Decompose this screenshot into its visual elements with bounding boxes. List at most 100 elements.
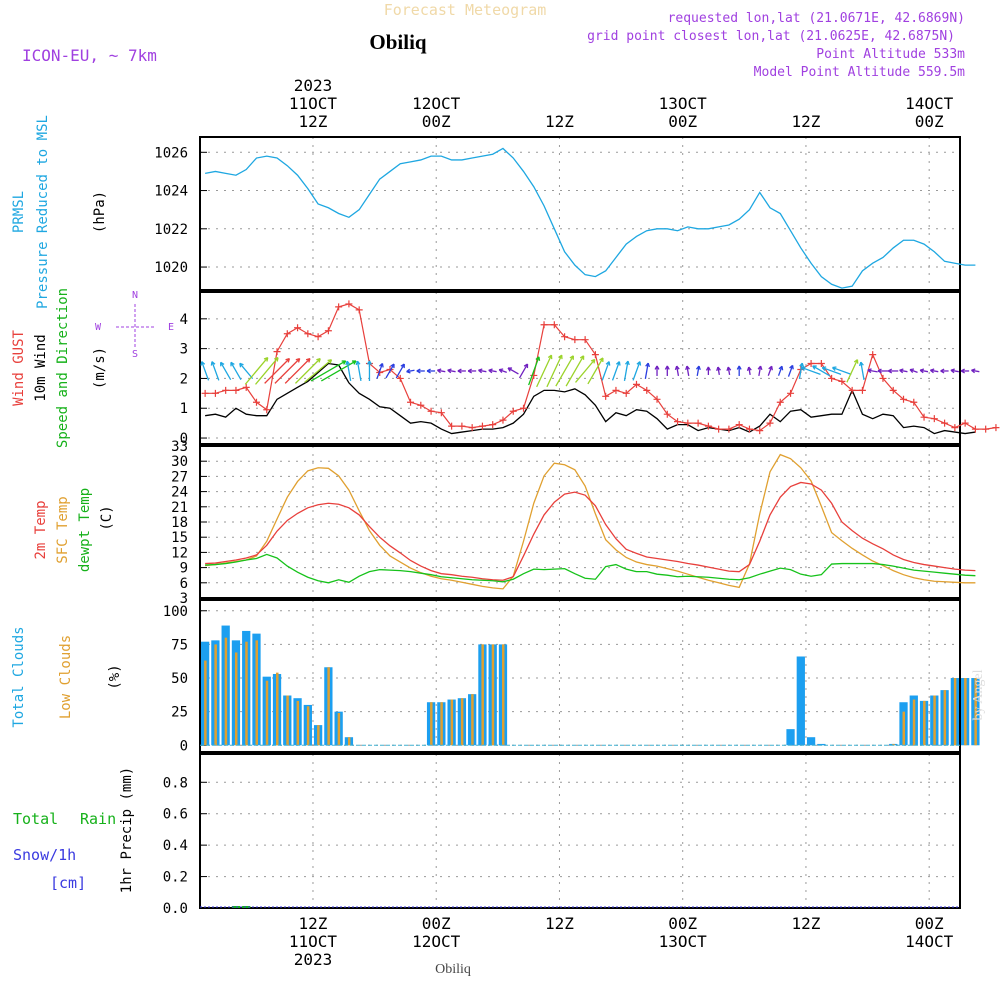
gust-marker (992, 424, 1000, 432)
wind-arrow-head (590, 358, 596, 364)
precip-total-label: Total (13, 810, 58, 828)
rain-bar (242, 906, 251, 908)
clouds-ytick-label: 75 (171, 637, 188, 653)
wind-arrow-head (437, 368, 442, 374)
wind-arrow-head (654, 365, 660, 370)
t2m-label: 2m Temp (33, 500, 49, 559)
wind-direction-arrow (555, 355, 574, 387)
wind-arrow-head (366, 360, 372, 365)
top-tick-label: 12Z (545, 112, 574, 131)
wind-direction-arrow (264, 358, 290, 384)
wind-arrow-head (887, 368, 893, 374)
gust-marker (766, 419, 774, 427)
clouds-ytick-label: 25 (171, 705, 188, 721)
gust-marker (263, 406, 271, 414)
precip-axis-label: 1hr Precip (mm) (119, 767, 135, 893)
wind-arrow-head (821, 366, 827, 371)
top-tick-label: 12Z (791, 112, 820, 131)
wind-arrow-head (390, 363, 395, 369)
low-cloud-bar (481, 644, 484, 746)
precip-frame (199, 753, 961, 909)
compass-w: W (95, 322, 102, 333)
wind-direction-arrow (777, 366, 783, 376)
low-cloud-bar (337, 712, 341, 746)
compass-e: E (168, 322, 174, 333)
gust-marker (643, 386, 651, 394)
temp-ytick-label: 15 (171, 530, 188, 546)
low-cloud-bar (892, 743, 895, 746)
wind-arrow-head (705, 366, 711, 371)
top-tick-label: 00Z (915, 112, 944, 131)
wind-arrow-head (200, 361, 206, 366)
gust-marker (612, 386, 620, 394)
low-cloud-bar (224, 637, 228, 746)
wind-ytick-label: 2 (180, 371, 188, 387)
gust-marker (417, 401, 425, 409)
top-tick-label: 2023 (294, 76, 333, 95)
wind-arrow-head (940, 368, 945, 374)
gust-marker (324, 327, 332, 335)
wind-direction-arrow (676, 365, 680, 377)
wind-arrow-head (615, 361, 621, 366)
wind-arrow-head (295, 357, 301, 363)
wind-arrow-head (736, 365, 742, 370)
bottom-tick-label: 14OCT (905, 932, 954, 951)
total-clouds-label: Total Clouds (11, 626, 27, 727)
pressure-unit: (hPa) (92, 191, 108, 233)
wind-direction-arrow (395, 363, 405, 379)
precip-ytick-label: 0.6 (163, 807, 188, 823)
gust-marker (458, 422, 466, 430)
gust-marker (602, 392, 610, 400)
pressure-ytick-label: 1020 (154, 260, 188, 276)
clouds-ytick-label: 50 (171, 671, 188, 687)
gust-marker (817, 360, 825, 368)
gust-marker (571, 336, 579, 344)
top-tick-label: 12Z (299, 112, 328, 131)
wind-ytick-label: 4 (180, 312, 188, 328)
top-tick-label: 00Z (422, 112, 451, 131)
footer-location: Obiliq (435, 962, 471, 977)
wind-arrow-head (674, 365, 680, 371)
wind-arrow-head (624, 360, 630, 366)
wind-arrow-head (877, 368, 882, 374)
dewpt-label: dewpt Temp (77, 488, 93, 572)
gust-marker (745, 425, 753, 433)
gust-marker (396, 374, 404, 382)
wind-arrow-head (789, 364, 794, 370)
gust-marker (982, 425, 990, 433)
pressure-ytick-label: 1022 (154, 222, 188, 238)
model-name: ICON-EU, ~ 7km (22, 46, 157, 65)
temp-ytick-label: 21 (171, 500, 188, 516)
gust-marker (632, 380, 640, 388)
pressure-ytick-label: 1026 (154, 145, 188, 161)
wind-direction-arrow (767, 366, 773, 376)
gust-marker (858, 386, 866, 394)
wind-arrow-head (867, 368, 872, 374)
gust-marker (930, 415, 938, 423)
bottom-tick-label: 12Z (299, 914, 328, 933)
gust-marker (756, 427, 764, 435)
gust-marker (407, 398, 415, 406)
wind-arrow-head (778, 365, 784, 371)
wind-direction-arrow (812, 365, 831, 377)
point-altitude: Point Altitude 533m (816, 47, 965, 62)
gust-marker (848, 386, 856, 394)
wind-arrow-head (716, 366, 721, 372)
low-cloud-bar (245, 641, 248, 746)
wind-direction-arrow (536, 354, 553, 388)
low-cloud-bar (296, 700, 300, 746)
wind-arrow-head (316, 357, 321, 363)
wind-arrow-head (498, 368, 504, 374)
wind-arrow-head (664, 365, 670, 370)
wind-ytick-label: 0 (180, 431, 188, 447)
bottom-tick-label: 12Z (791, 914, 820, 933)
wind-direction-arrow (758, 365, 762, 377)
wind-direction-arrow (211, 361, 220, 381)
wind-direction-arrow (230, 361, 242, 380)
wind-direction-arrow (867, 369, 878, 373)
precip-panel: 0.0 0.2 0.4 0.6 0.8 (163, 753, 961, 917)
wind-direction-arrow (587, 357, 604, 385)
low-cloud-bar (491, 644, 495, 746)
